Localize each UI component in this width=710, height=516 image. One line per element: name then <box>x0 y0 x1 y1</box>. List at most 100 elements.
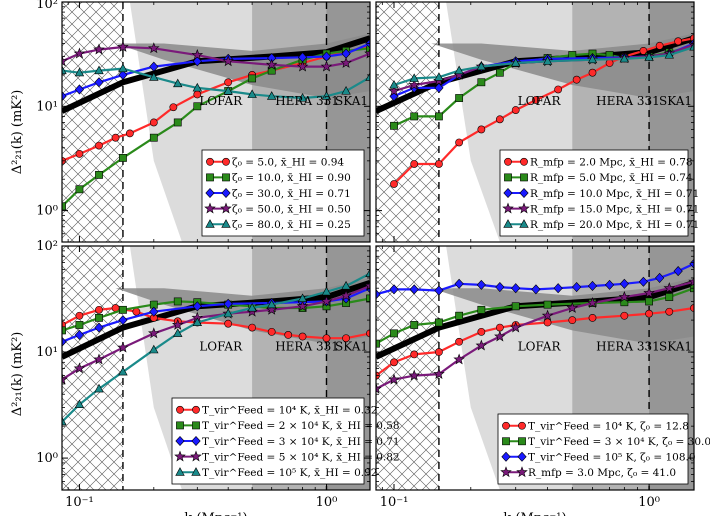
data-point-series-5 <box>341 86 351 95</box>
data-point-series-4 <box>320 295 333 307</box>
data-point-series-3 <box>619 278 629 289</box>
annotation-ska1: SKA1 <box>659 340 692 354</box>
data-point-series-5 <box>321 91 332 100</box>
data-point-series-3 <box>409 284 419 295</box>
data-point-series-1 <box>455 337 464 346</box>
data-point-series-3 <box>434 285 444 296</box>
data-point-series-5 <box>223 308 233 318</box>
x-tick-label: 10⁰ <box>316 495 338 510</box>
legend-marker <box>222 173 230 182</box>
data-point-series-5 <box>644 52 654 61</box>
legend-entry: ζ₀ = 10.0, x̄_HI = 0.90 <box>206 172 351 184</box>
foreground-hatch-region <box>376 2 439 242</box>
data-point-series-3 <box>389 284 399 295</box>
data-point-series-1 <box>390 180 398 188</box>
legend-box <box>499 149 689 237</box>
legend-label: ζ₀ = 30.0, x̄_HI = 0.71 <box>232 188 351 200</box>
data-point-series-3 <box>638 276 649 287</box>
data-point-series-5 <box>476 61 487 71</box>
legend: R_mfp = 2.0 Mpc, x̄_HI = 0.78 R_mfp = 5.0… <box>499 149 699 237</box>
data-point-series-5 <box>542 56 553 65</box>
panel-bottom-right: LOFAR HERA 331 SKA1 10⁻¹ 10⁰ T_vir^Feed = 10⁴… <box>375 245 710 510</box>
data-point-series-4 <box>618 291 631 302</box>
legend-label: T_vir^Feed = 10⁵ K, ζ₀ = 108.0 <box>528 452 696 464</box>
legend-entry: ζ₀ = 30.0, x̄_HI = 0.71 <box>205 188 351 200</box>
data-point-series-3 <box>655 272 665 283</box>
annotation-hera-331: HERA 331 <box>596 94 660 108</box>
legend-entry: R_mfp = 20.0 Mpc, x̄_HI = 0.71 <box>503 219 699 231</box>
data-point-series-1 <box>435 348 443 356</box>
data-point-series-4 <box>340 56 352 68</box>
legend-box <box>171 397 365 485</box>
data-point-series-1 <box>224 319 233 328</box>
data-point-series-5 <box>223 86 233 95</box>
data-point-series-2 <box>95 170 103 179</box>
x-axis-label-right: k (Mpc⁻¹) <box>503 511 566 516</box>
annotation-hera-331: HERA 331 <box>596 340 660 354</box>
legend-marker <box>518 421 526 430</box>
foreground-hatch-region <box>62 246 123 490</box>
legend-marker <box>502 421 510 430</box>
legend-marker <box>204 202 216 214</box>
data-point-series-1 <box>690 304 694 312</box>
data-point-series-4 <box>388 85 400 96</box>
data-point-series-5 <box>62 65 67 75</box>
data-point-series-4 <box>320 60 333 72</box>
data-point-series-4 <box>117 341 129 353</box>
y-tick-label: 10¹ <box>36 99 58 114</box>
legend: T_vir^Feed = 10⁴ K, ζ₀ = 12.8 T_vir^Feed … <box>497 413 710 485</box>
legend-label: ζ₀ = 80.0, x̄_HI = 0.25 <box>232 219 351 231</box>
legend-entry: R_mfp = 15.0 Mpc, x̄_HI = 0.71 <box>502 202 699 215</box>
data-point-series-3 <box>454 278 464 289</box>
data-point-series-4 <box>541 309 554 321</box>
legend-box <box>497 413 689 485</box>
data-point-series-4 <box>586 296 599 308</box>
data-point-series-1 <box>588 68 597 77</box>
data-point-series-1 <box>665 307 674 316</box>
data-point-series-4 <box>93 43 105 55</box>
legend-entry: T_vir^Feed = 3 × 10⁴ K, ζ₀ = 30.0 <box>502 436 710 448</box>
legend-entry: ζ₀ = 50.0, x̄_HI = 0.50 <box>204 202 351 215</box>
data-point-series-5 <box>297 293 308 302</box>
data-point-series-3 <box>511 283 521 294</box>
x-tick-label: 10⁻¹ <box>380 495 409 510</box>
data-point-series-5 <box>434 72 444 81</box>
legend-marker <box>220 202 232 214</box>
data-point-series-2 <box>511 302 520 311</box>
annotation-ska1: SKA1 <box>335 340 368 354</box>
legend-entry: T_vir^Feed = 2 × 10⁴ K, x̄_HI = 0.58 <box>176 420 400 432</box>
series-line-4 <box>62 284 370 381</box>
data-point-series-3 <box>604 279 615 290</box>
data-point-series-1 <box>125 129 134 138</box>
legend-marker <box>190 450 202 462</box>
data-point-series-5 <box>74 67 85 77</box>
data-point-series-3 <box>149 306 159 317</box>
data-point-series-1 <box>224 78 233 87</box>
data-point-series-5 <box>149 72 159 81</box>
legend-marker <box>176 405 184 414</box>
data-point-series-3 <box>94 77 104 88</box>
data-point-series-5 <box>619 53 630 63</box>
data-point-series-4 <box>296 60 309 72</box>
data-point-series-2 <box>455 311 464 320</box>
data-point-series-3 <box>495 282 505 293</box>
data-point-series-1 <box>495 115 504 124</box>
data-point-series-4 <box>148 327 160 339</box>
axes-frame <box>61 1 371 243</box>
y-tick-label: 10¹ <box>36 345 58 360</box>
data-point-series-2 <box>119 305 127 314</box>
legend-marker <box>518 202 530 214</box>
data-point-series-5 <box>192 82 203 92</box>
series-line-2 <box>62 47 370 208</box>
legend-marker <box>175 435 185 447</box>
data-point-series-3 <box>587 280 598 291</box>
data-point-series-2 <box>149 133 158 142</box>
legend-marker <box>191 467 201 476</box>
data-point-series-4 <box>408 78 420 90</box>
data-point-series-5 <box>587 54 598 64</box>
x-axis-label-left: k (Mpc⁻¹) <box>184 511 247 516</box>
data-point-series-4 <box>688 275 694 287</box>
data-point-series-5 <box>192 317 203 326</box>
legend-marker <box>222 157 230 166</box>
sensitivity-band-ska1 <box>115 33 370 98</box>
